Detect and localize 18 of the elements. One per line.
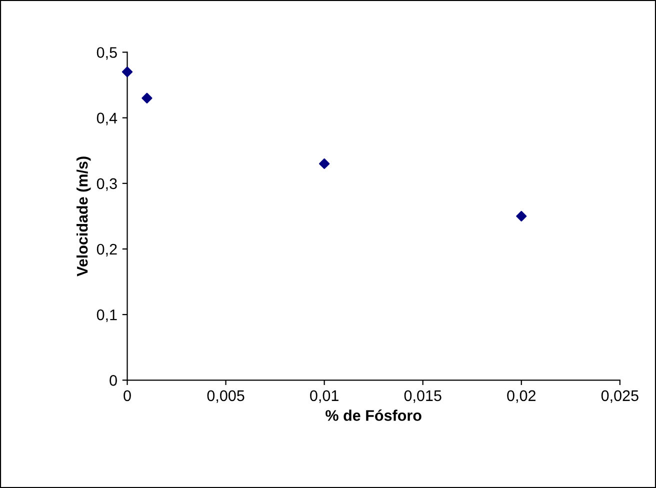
y-tick-label: 0,5 <box>96 47 117 60</box>
point <box>516 210 527 222</box>
x-tick-label: 0 <box>124 390 131 402</box>
y-tick-label: 0,4 <box>96 112 118 126</box>
point <box>319 158 330 170</box>
y-tick-label: 0,1 <box>96 309 117 322</box>
x-axis-title: % de Fósforo <box>326 410 422 421</box>
point <box>122 66 133 78</box>
y-tick-label: 0,3 <box>96 178 117 191</box>
y-axis-title: Velocidade (m/s) <box>76 156 91 276</box>
y-tick-label: 0,2 <box>96 244 117 256</box>
x-tick-label: 0,025 <box>601 390 638 403</box>
point <box>142 92 152 104</box>
x-tick-label: 0,01 <box>310 390 338 403</box>
y-tick-label: 0 <box>110 375 117 386</box>
x-tick-label: 0,015 <box>404 390 442 403</box>
x-tick-label: 0,02 <box>507 390 536 403</box>
x-tick-label: 0,005 <box>207 390 244 403</box>
